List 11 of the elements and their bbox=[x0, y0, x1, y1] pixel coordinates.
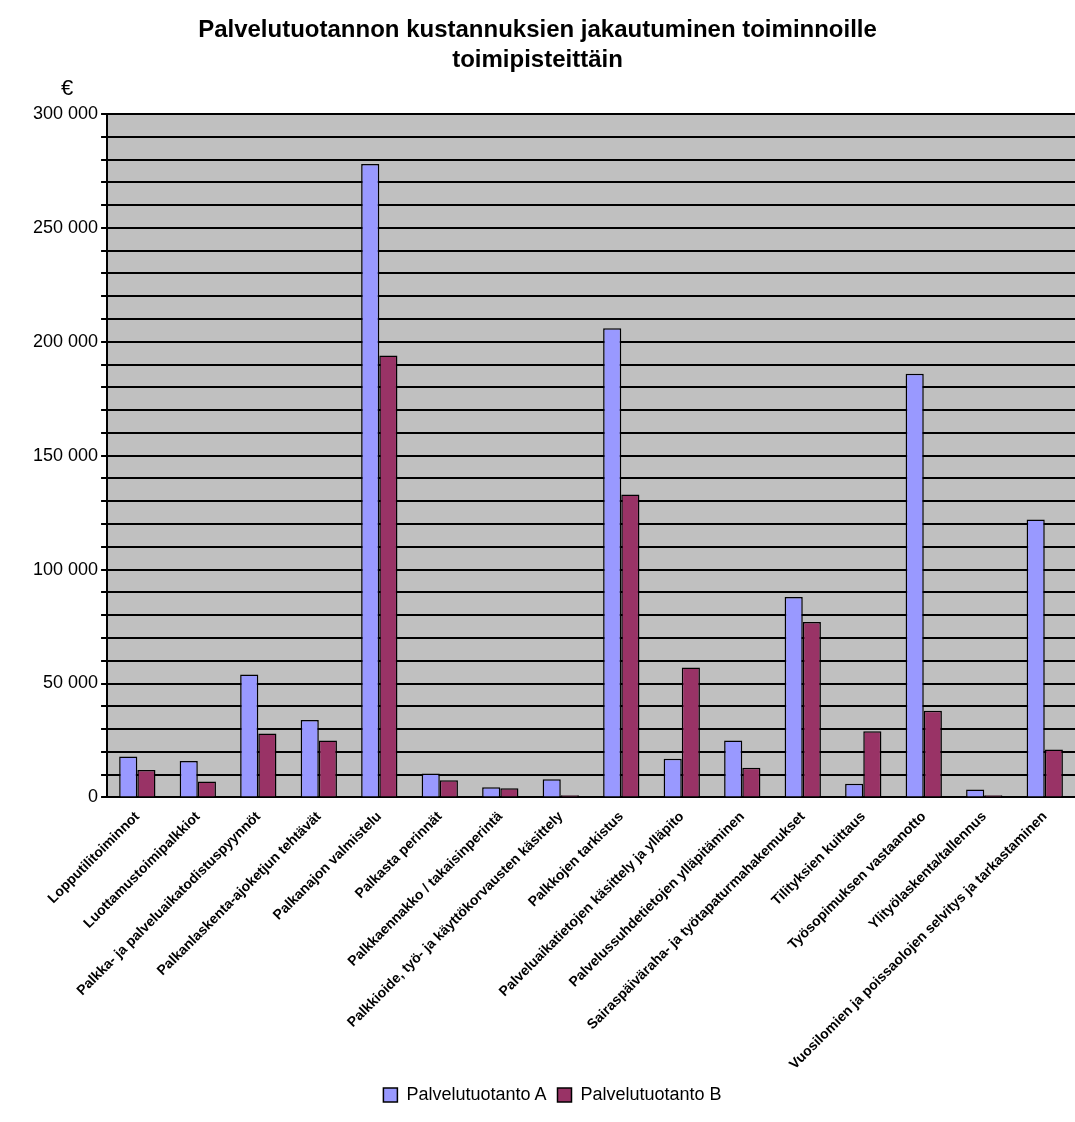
legend-label: Palvelutuotanto B bbox=[580, 1083, 722, 1104]
legend-label: Palvelutuotanto A bbox=[406, 1083, 547, 1104]
chart-title: Palvelutuotannon kustannuksien jakautuminen toiminnoille toimipisteittäin bbox=[197, 14, 878, 74]
y-axis-title: € bbox=[60, 75, 74, 101]
y-tick-label: 300 000 bbox=[32, 102, 99, 123]
y-tick-label: 150 000 bbox=[32, 444, 99, 465]
y-tick-label: 250 000 bbox=[32, 216, 99, 237]
y-tick-label: 50 000 bbox=[43, 672, 99, 693]
y-tick-label: 100 000 bbox=[32, 558, 99, 579]
y-tick-label: 0 bbox=[88, 786, 99, 807]
y-tick-label: 200 000 bbox=[32, 330, 99, 351]
